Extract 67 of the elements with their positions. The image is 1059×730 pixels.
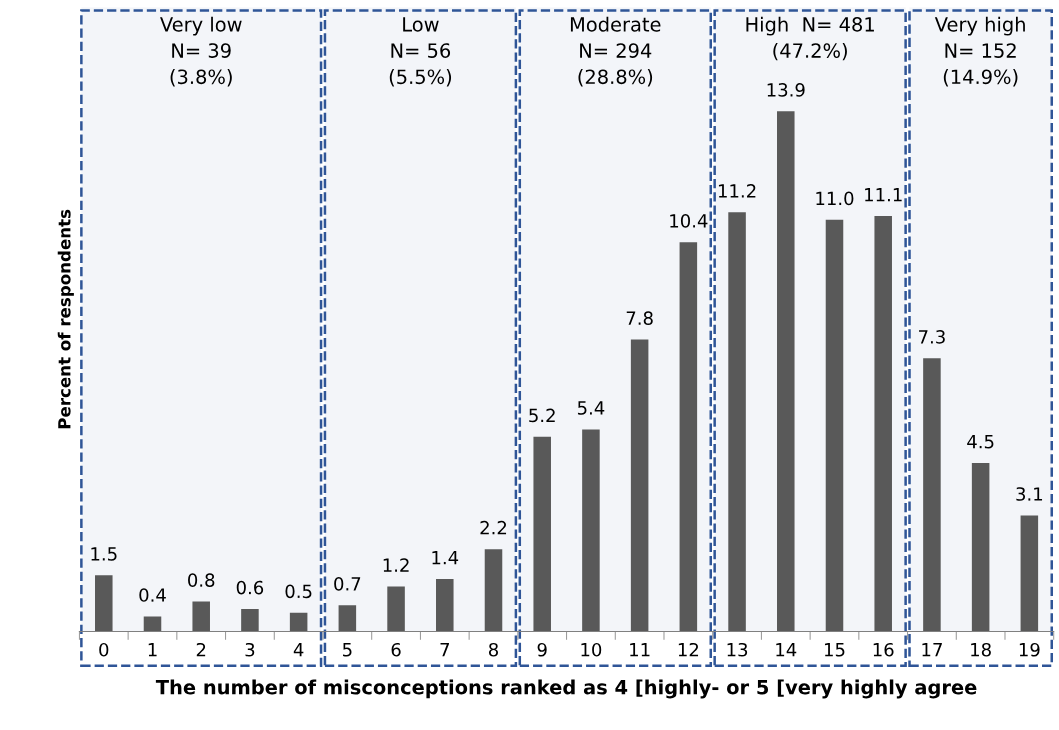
bar xyxy=(241,609,259,632)
x-tick-label: 13 xyxy=(727,642,748,657)
bar xyxy=(436,579,454,632)
bar xyxy=(971,463,990,632)
data-label: 7.8 xyxy=(626,311,653,325)
data-label: 5.4 xyxy=(577,401,605,415)
data-label: 0.7 xyxy=(334,576,361,591)
bar xyxy=(825,219,844,632)
data-label: 0.6 xyxy=(236,580,264,595)
bar xyxy=(728,212,746,632)
data-label: 1.5 xyxy=(91,547,117,561)
y-axis-title: Percent of respondents xyxy=(57,209,74,429)
x-tick-label: 5 xyxy=(343,643,352,657)
x-tick-label: 9 xyxy=(537,642,547,657)
x-tick-label: 17 xyxy=(922,643,942,657)
data-label: 1.4 xyxy=(432,551,459,565)
data-label: 1.2 xyxy=(383,558,409,572)
band-label: Low N= 56 (5.5%) xyxy=(389,17,452,87)
data-label: 11.2 xyxy=(718,184,756,198)
bar xyxy=(679,242,698,632)
data-label: 5.2 xyxy=(529,408,555,423)
bar xyxy=(387,586,405,632)
x-tick-label: 7 xyxy=(440,643,449,657)
x-tick-label: 14 xyxy=(776,643,797,657)
bar xyxy=(95,575,113,632)
x-tick-label: 11 xyxy=(630,643,650,657)
x-tick-label: 18 xyxy=(971,642,991,657)
data-label: 0.8 xyxy=(188,573,215,587)
x-tick-label: 16 xyxy=(873,642,894,657)
data-label: 0.5 xyxy=(285,584,312,599)
x-tick-label: 0 xyxy=(99,642,109,657)
data-label: 11.1 xyxy=(865,188,902,202)
bar xyxy=(338,605,357,632)
x-tick-label: 3 xyxy=(245,642,255,657)
x-tick-label: 19 xyxy=(1019,642,1040,657)
x-tick-label: 4 xyxy=(293,643,304,657)
bar xyxy=(923,358,941,632)
bar xyxy=(289,612,308,632)
data-label: 10.4 xyxy=(670,214,708,228)
bar xyxy=(874,216,892,632)
x-tick-label: 2 xyxy=(196,642,206,657)
x-tick-label: 1 xyxy=(148,643,157,657)
data-label: 11.0 xyxy=(816,191,854,206)
bar xyxy=(582,429,600,632)
bar xyxy=(192,601,210,632)
x-tick-label: 12 xyxy=(678,642,699,657)
bar xyxy=(143,616,162,632)
data-label: 7.3 xyxy=(919,330,945,344)
bar xyxy=(630,339,649,632)
x-axis-title: The number of misconceptions ranked as 4 [highly- or 5 [very highly agree xyxy=(155,679,977,699)
bar xyxy=(533,436,551,632)
data-label: 2.2 xyxy=(480,520,507,535)
data-label: 0.4 xyxy=(139,588,166,602)
band-label: Very low N= 39 (3.8%) xyxy=(160,16,242,87)
band-label: Very high N= 152 (14.9%) xyxy=(934,16,1025,87)
bar xyxy=(484,549,503,632)
band-label: Moderate N= 294 (28.8%) xyxy=(570,16,661,87)
band-label: High N= 481 (47.2%) xyxy=(746,16,874,61)
x-tick-label: 6 xyxy=(391,642,401,657)
data-label: 3.1 xyxy=(1016,487,1043,501)
x-tick-label: 15 xyxy=(824,643,845,657)
bar xyxy=(777,111,795,632)
data-label: 13.9 xyxy=(767,83,805,97)
data-label: 4.5 xyxy=(967,435,994,449)
x-tick-label: 8 xyxy=(488,642,498,657)
x-tick-label: 10 xyxy=(581,642,602,657)
bar xyxy=(1020,515,1039,632)
